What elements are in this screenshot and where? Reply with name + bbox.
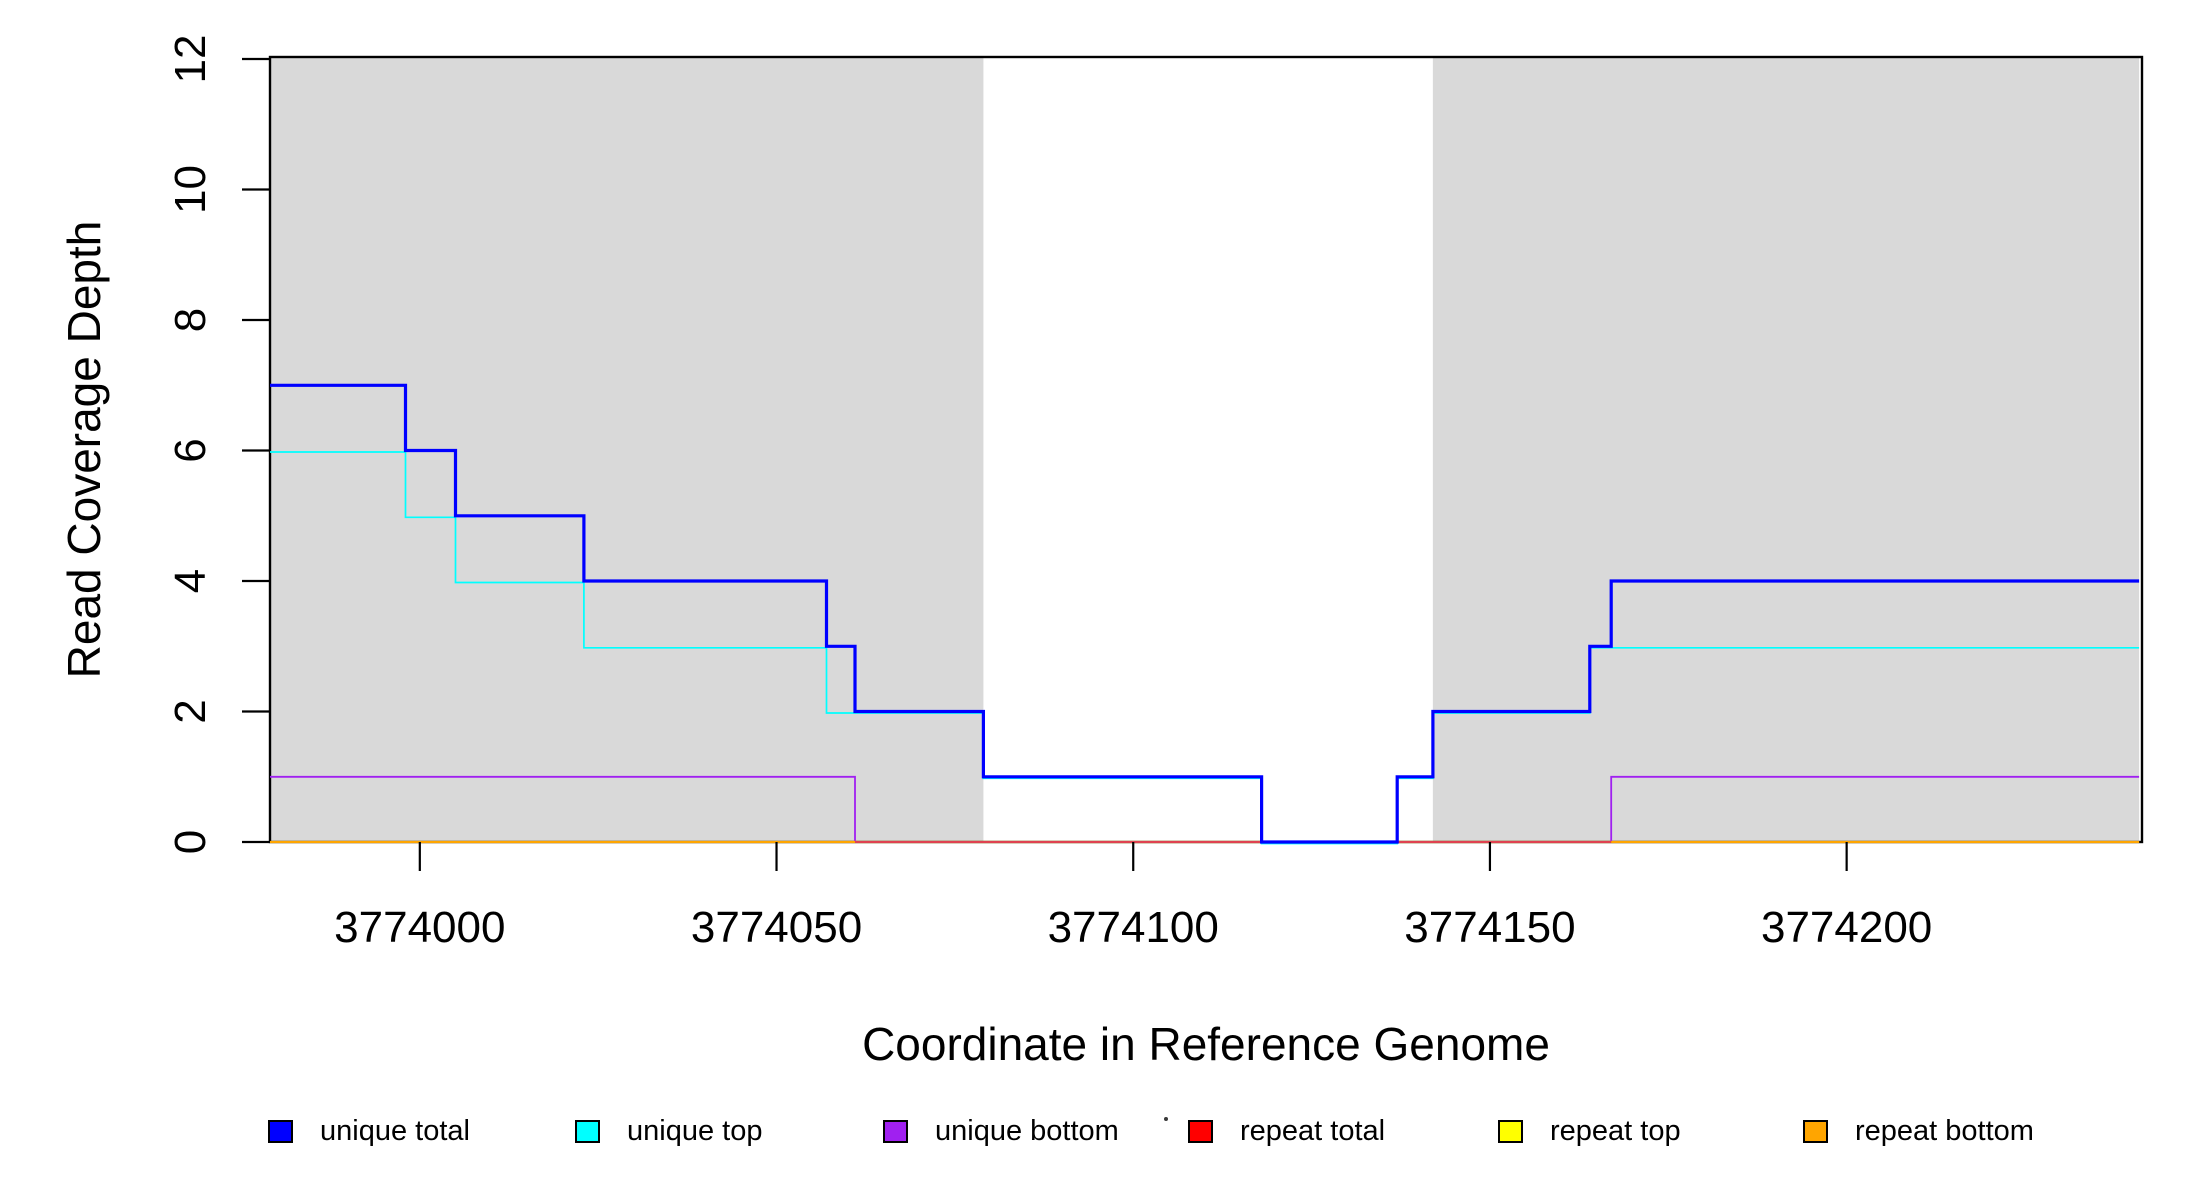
y-tick-label: 4 (166, 569, 215, 593)
legend-item-repeat-bottom: repeat bottom (1803, 1115, 2034, 1147)
x-tick-label: 3774150 (1404, 903, 1575, 952)
legend-item-unique-total: unique total (268, 1115, 470, 1147)
stray-dot (1164, 1117, 1168, 1121)
legend-swatch-repeat-top (1498, 1119, 1523, 1143)
x-tick-label: 3774100 (1048, 903, 1219, 952)
legend-label: unique bottom (935, 1114, 1119, 1147)
y-tick-label: 0 (166, 830, 215, 854)
y-axis-title: Read Coverage Depth (58, 221, 110, 679)
legend-label: repeat top (1550, 1114, 1681, 1147)
x-tick-label: 3774200 (1761, 903, 1932, 952)
legend-label: repeat bottom (1855, 1114, 2034, 1147)
legend-item-unique-bottom: unique bottom (883, 1115, 1119, 1147)
shaded-region-2 (1432, 57, 2140, 842)
legend-swatch-repeat-total (1188, 1119, 1213, 1143)
x-tick-label: 3774000 (334, 903, 505, 952)
legend-label: repeat total (1240, 1114, 1386, 1147)
legend-item-repeat-total: repeat total (1188, 1115, 1385, 1147)
legend-swatch-unique-total (268, 1119, 293, 1143)
y-tick-label: 6 (166, 438, 215, 462)
y-tick-label: 8 (166, 308, 215, 332)
y-tick-label: 12 (166, 35, 215, 84)
legend-swatch-unique-bottom (883, 1119, 908, 1143)
legend-label: unique top (627, 1114, 763, 1147)
legend-swatch-repeat-bottom (1803, 1119, 1828, 1143)
legend-item-repeat-top: repeat top (1498, 1115, 1681, 1147)
y-tick-label: 2 (166, 699, 215, 723)
x-axis-title: Coordinate in Reference Genome (862, 1018, 1550, 1070)
x-tick-label: 3774050 (691, 903, 862, 952)
y-tick-label: 10 (166, 165, 215, 214)
series-unique-total-line (270, 383, 2140, 844)
legend-item-unique-top: unique top (575, 1115, 762, 1147)
legend-label: unique total (320, 1114, 470, 1147)
legend-swatch-unique-top (575, 1119, 600, 1143)
shaded-region-1 (270, 57, 984, 842)
